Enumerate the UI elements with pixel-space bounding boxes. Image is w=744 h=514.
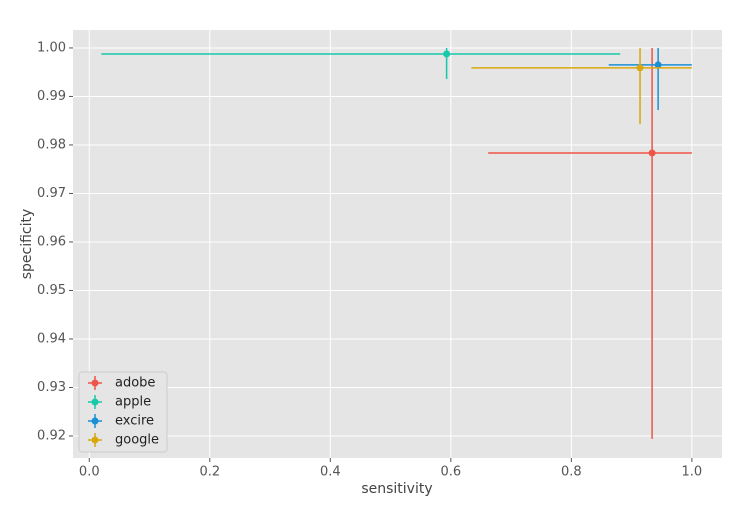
x-tick-label: 0.6	[440, 465, 461, 480]
y-tick-label: 1.00	[37, 40, 66, 55]
point	[654, 61, 662, 69]
point	[443, 50, 451, 58]
x-tick-label: 0.8	[561, 465, 582, 480]
y-tick-label: 0.97	[37, 186, 66, 201]
x-tick-label: 0.4	[320, 465, 341, 480]
y-tick-label: 0.95	[37, 283, 66, 298]
x-tick-label: 1.0	[682, 465, 703, 480]
legend-marker	[91, 436, 99, 444]
x-axis-label: sensitivity	[361, 481, 432, 497]
legend-marker	[91, 379, 99, 387]
point	[636, 64, 644, 72]
legend-label: apple	[115, 395, 151, 410]
plot-area	[73, 30, 722, 458]
y-tick-label: 0.92	[37, 428, 66, 443]
point	[648, 149, 656, 157]
legend-marker	[91, 417, 99, 425]
legend-box	[78, 371, 168, 453]
y-axis-label: specificity	[19, 209, 35, 280]
y-tick-label: 0.93	[37, 380, 66, 395]
legend-label: excire	[115, 414, 154, 429]
legend-marker	[91, 398, 99, 406]
y-tick-label: 0.94	[37, 331, 66, 346]
x-tick-label: 0.0	[79, 465, 100, 480]
y-tick-label: 0.98	[37, 137, 66, 152]
x-tick-label: 0.2	[199, 465, 220, 480]
y-tick-label: 0.96	[37, 234, 66, 249]
y-tick-label: 0.99	[37, 89, 66, 104]
legend-label: google	[115, 433, 159, 448]
legend-label: adobe	[115, 376, 155, 391]
